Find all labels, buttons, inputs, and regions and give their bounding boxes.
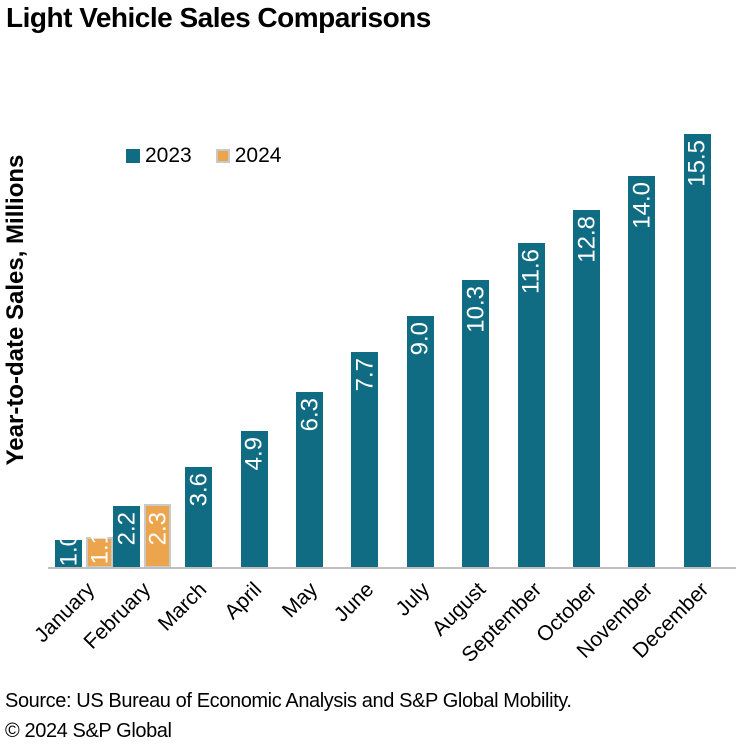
bar-value-label-2023-september: 11.6 [517, 249, 545, 294]
month-group-march: 3.6 [171, 100, 226, 568]
month-group-june: 7.7 [337, 100, 392, 568]
bar-value-label-2023-may: 6.3 [295, 398, 323, 432]
month-group-august: 10.3 [448, 100, 503, 568]
month-group-december: 15.5 [670, 100, 725, 568]
bar-value-label-2024-february: 2.3 [143, 512, 171, 546]
bar-2023-december: 15.5 [684, 134, 711, 568]
bar-2023-november: 14.0 [628, 176, 656, 568]
legend: 2023 2024 [126, 144, 281, 168]
month-group-september: 11.6 [503, 100, 558, 568]
x-axis-label-april: April [220, 578, 267, 624]
bar-2023-may: 6.3 [295, 392, 324, 568]
bar-2023-april: 4.9 [241, 431, 268, 568]
month-group-july: 9.0 [393, 100, 448, 568]
month-group-february: 2.2 2.3 [113, 100, 171, 568]
footer-source: Source: US Bureau of Economic Analysis a… [5, 690, 572, 712]
bar-2024-february: 2.3 [144, 504, 171, 568]
bar-2023-september: 11.6 [518, 243, 545, 568]
bar-value-label-2023-june: 7.7 [351, 358, 379, 392]
month-group-april: 4.9 [226, 100, 281, 568]
bar-2023-october: 12.8 [572, 210, 601, 568]
bar-value-label-2023-october: 12.8 [572, 216, 600, 263]
bar-value-label-2024-january: 1.1 [85, 530, 113, 564]
bar-value-label-2023-february: 2.2 [112, 512, 140, 546]
x-axis-label-july: July [391, 578, 435, 621]
bar-value-label-2023-december: 15.5 [683, 140, 711, 187]
month-group-october: 12.8 [559, 100, 614, 568]
x-axis-label-march: March [153, 578, 211, 636]
bar-2024-january: 1.1 [86, 531, 113, 568]
y-axis-label: Year-to-date Sales, Millions [2, 154, 29, 466]
bar-2023-january: 1.0 [55, 533, 82, 568]
legend-item-2024: 2024 [215, 144, 282, 168]
legend-swatch-2024-icon [215, 149, 230, 163]
x-axis-label-may: May [278, 578, 323, 623]
month-group-january: 1.0 1.1 [55, 100, 113, 568]
bar-2023-june: 7.7 [351, 352, 379, 568]
chart-title: Light Vehicle Sales Comparisons [6, 2, 431, 33]
bar-value-label-2023-march: 3.6 [185, 473, 213, 507]
legend-item-2023: 2023 [126, 144, 192, 168]
x-axis-line [48, 567, 736, 569]
bar-value-label-2023-january: 1.0 [54, 532, 82, 566]
footer-copyright: © 2024 S&P Global [5, 720, 172, 742]
legend-label-2024: 2024 [234, 144, 282, 167]
legend-label-2023: 2023 [145, 144, 192, 167]
bar-value-label-2023-april: 4.9 [240, 437, 268, 471]
legend-swatch-2023-icon [126, 149, 140, 163]
bar-2023-february: 2.2 [113, 506, 140, 568]
month-group-may: 6.3 [282, 100, 337, 568]
bar-2023-july: 9.0 [407, 316, 434, 568]
month-group-november: 14.0 [614, 100, 669, 568]
bar-2023-august: 10.3 [462, 280, 490, 568]
bar-2023-march: 3.6 [185, 467, 213, 568]
bar-value-label-2023-july: 9.0 [406, 322, 434, 356]
bar-value-label-2023-august: 10.3 [462, 286, 490, 333]
x-axis-label-june: June [329, 578, 379, 627]
plot-area: 1.0 1.1 2.2 2.3 3.6 4.9 6.3 7.7 9.0 10.3 11.6 12.8 1… [55, 100, 725, 568]
bar-value-label-2023-november: 14.0 [628, 182, 656, 229]
